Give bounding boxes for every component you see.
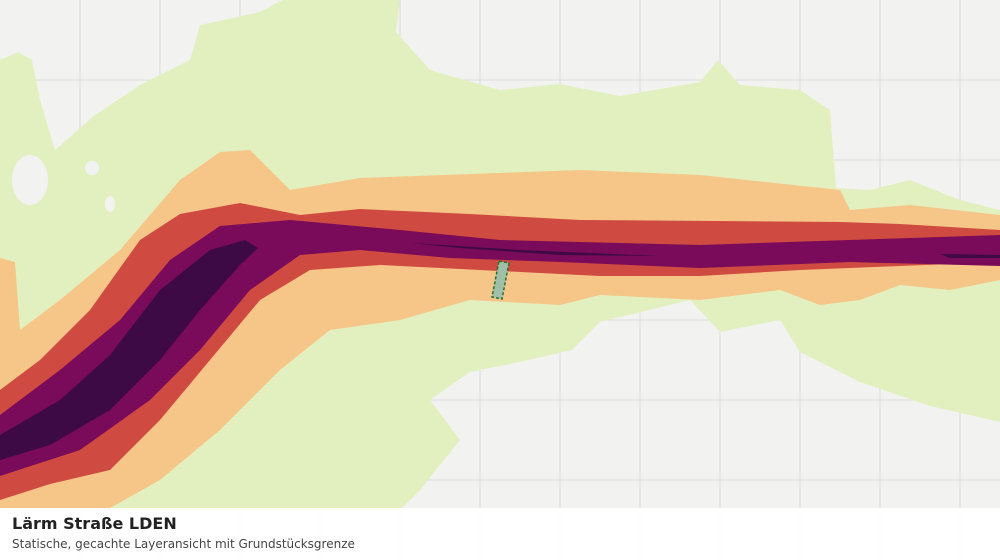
noise-zone-65: [0, 220, 1000, 476]
caption-panel: Lärm Straße LDEN Statische, gecachte Lay…: [0, 508, 1000, 560]
parcel-boundary[interactable]: [491, 260, 510, 300]
layer-subtitle: Statische, gecachte Layeransicht mit Gru…: [12, 537, 355, 551]
layer-title: Lärm Straße LDEN: [12, 514, 177, 533]
